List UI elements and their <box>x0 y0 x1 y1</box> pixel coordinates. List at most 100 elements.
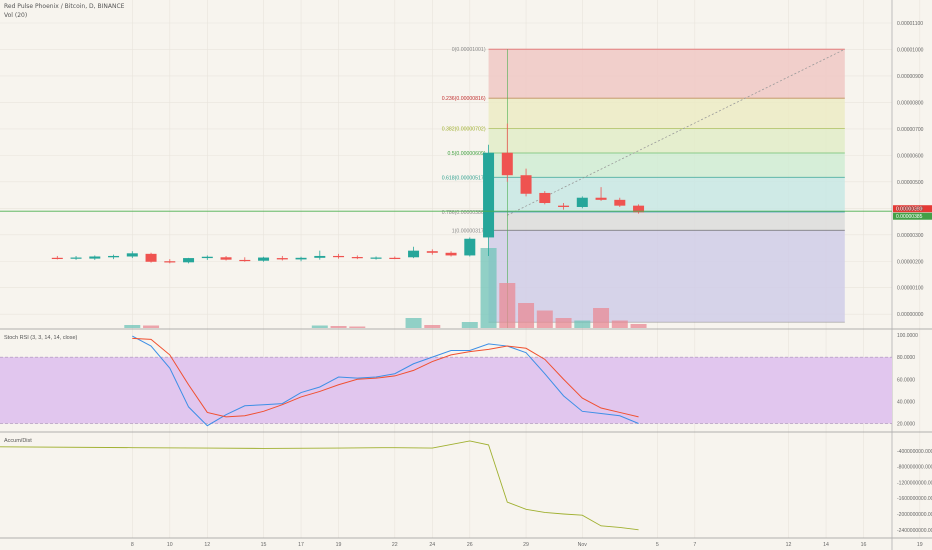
fib-label-0.786: 0.786(0.00000386) <box>442 210 486 216</box>
stoch-band <box>0 357 892 424</box>
candle-body <box>51 257 63 260</box>
volume-bar <box>499 283 516 328</box>
candle-body <box>464 238 476 256</box>
ad-tick-label: -2400000000.0000 <box>897 528 932 534</box>
x-tick-label: 12 <box>204 542 210 548</box>
candle-body <box>445 252 457 256</box>
candlestick-series <box>51 123 645 264</box>
volume-bar <box>405 318 422 328</box>
fib-label-0.5: 0.5(0.00000609) <box>447 151 485 157</box>
candle-body <box>276 258 288 260</box>
price-tag-line <box>893 212 932 220</box>
volume-bar <box>143 325 160 328</box>
candle-body <box>201 256 213 259</box>
stoch-tick-label: 40.0000 <box>897 399 915 405</box>
candle-body <box>126 253 138 257</box>
candle-body <box>70 257 82 259</box>
fib-label-0: 0(0.00001001) <box>452 47 486 53</box>
stoch-rsi-panel[interactable]: Stoch RSI (3, 3, 14, 14, close) <box>0 335 892 427</box>
fibonacci-retracement[interactable]: 0(0.00001001) 0.236(0.00000816) 0.382(0.00… <box>442 47 845 328</box>
candle-body <box>595 197 607 200</box>
candle-body <box>145 253 157 262</box>
candle-body <box>220 257 232 260</box>
volume-bar <box>330 326 347 328</box>
candle-body <box>183 258 195 263</box>
price-overlay: 0.00000389 0.00000385 <box>0 205 932 220</box>
candle-body <box>483 152 495 238</box>
price-tick-label: 0.00000400 <box>897 206 924 212</box>
x-tick-label: 5 <box>656 542 659 548</box>
axes: 0.00001100 0.00001000 0.00000900 0.00000800… <box>131 21 932 548</box>
x-tick-label: 12 <box>786 542 792 548</box>
fib-label-1: 1(0.00000317) <box>452 228 486 234</box>
ad-tick-label: -400000000.0000 <box>897 449 932 455</box>
x-tick-label: 22 <box>392 542 398 548</box>
volume-bar <box>518 303 535 328</box>
x-tick-label: 17 <box>298 542 304 548</box>
candle-body <box>614 199 626 206</box>
candle-body <box>89 256 101 259</box>
candle-body <box>539 192 551 204</box>
x-tick-label: 19 <box>336 542 342 548</box>
x-tick-label: 29 <box>523 542 529 548</box>
x-tick-label: 26 <box>467 542 473 548</box>
volume-bar <box>593 308 610 328</box>
candle-body <box>258 257 270 261</box>
x-tick-label: Nov <box>578 542 588 548</box>
candle-body <box>108 255 120 258</box>
volume-bar <box>611 320 628 328</box>
volume-bars <box>124 248 647 328</box>
candle-body <box>426 251 438 253</box>
fib-label-0.236: 0.236(0.00000816) <box>442 96 486 102</box>
price-tag-line-text: 0.00000385 <box>896 214 923 220</box>
x-tick-label: 8 <box>131 542 134 548</box>
price-tick-label: 0.00000300 <box>897 233 924 239</box>
candle-body <box>164 261 176 263</box>
x-tick-label: 10 <box>167 542 173 548</box>
x-tick-label: 24 <box>429 542 435 548</box>
symbol-title: Red Pulse Phoenix / Bitcoin, D, BINANCE <box>4 3 125 10</box>
stoch-tick-label: 100.0000 <box>897 333 918 339</box>
volume-bar <box>480 248 497 328</box>
price-tick-label: 0.00000000 <box>897 312 924 318</box>
x-tick-label: 19 <box>917 542 923 548</box>
x-tick-label: 16 <box>861 542 867 548</box>
price-tag-last-text: 0.00000389 <box>896 206 923 212</box>
price-tag-last <box>893 205 932 213</box>
volume-bar <box>311 325 328 328</box>
ad-tick-label: -800000000.0000 <box>897 465 932 471</box>
candle-body <box>633 205 645 213</box>
stoch-title: Stoch RSI (3, 3, 14, 14, close) <box>4 335 78 341</box>
candle-body <box>520 175 532 194</box>
fib-zone-0.5 <box>488 152 845 178</box>
ad-tick-label: -2000000000.0000 <box>897 512 932 518</box>
stoch-tick-label: 20.0000 <box>897 422 915 428</box>
candle-body <box>333 255 345 258</box>
price-tick-label: 0.00000900 <box>897 74 924 80</box>
fib-label-0.382: 0.382(0.00000702) <box>442 126 486 132</box>
volume-bar <box>555 318 572 328</box>
fib-zone-0.382 <box>488 128 845 153</box>
candle-body <box>239 259 251 262</box>
stoch-tick-label: 60.0000 <box>897 377 915 383</box>
x-tick-label: 14 <box>823 542 829 548</box>
candle-body <box>370 257 382 259</box>
fib-zone-0.236 <box>488 98 845 129</box>
volume-bar <box>124 325 141 328</box>
fib-label-0.618: 0.618(0.00000517) <box>442 175 486 181</box>
candle-body <box>314 255 326 258</box>
ad-tick-label: -1200000000.0000 <box>897 480 932 486</box>
fib-zone-1 <box>488 230 845 323</box>
candle-body <box>351 257 363 259</box>
candle-body <box>501 152 513 176</box>
accum-dist-panel[interactable]: Accum/Dist <box>0 438 639 531</box>
candle-body <box>576 197 588 207</box>
price-tick-label: 0.00000200 <box>897 259 924 265</box>
volume-bar <box>630 324 647 328</box>
volume-bar <box>574 320 591 328</box>
stoch-line-d <box>132 337 639 418</box>
price-tick-label: 0.00001000 <box>897 47 924 53</box>
price-tick-label: 0.00000100 <box>897 286 924 292</box>
fib-trend-line <box>507 48 845 216</box>
